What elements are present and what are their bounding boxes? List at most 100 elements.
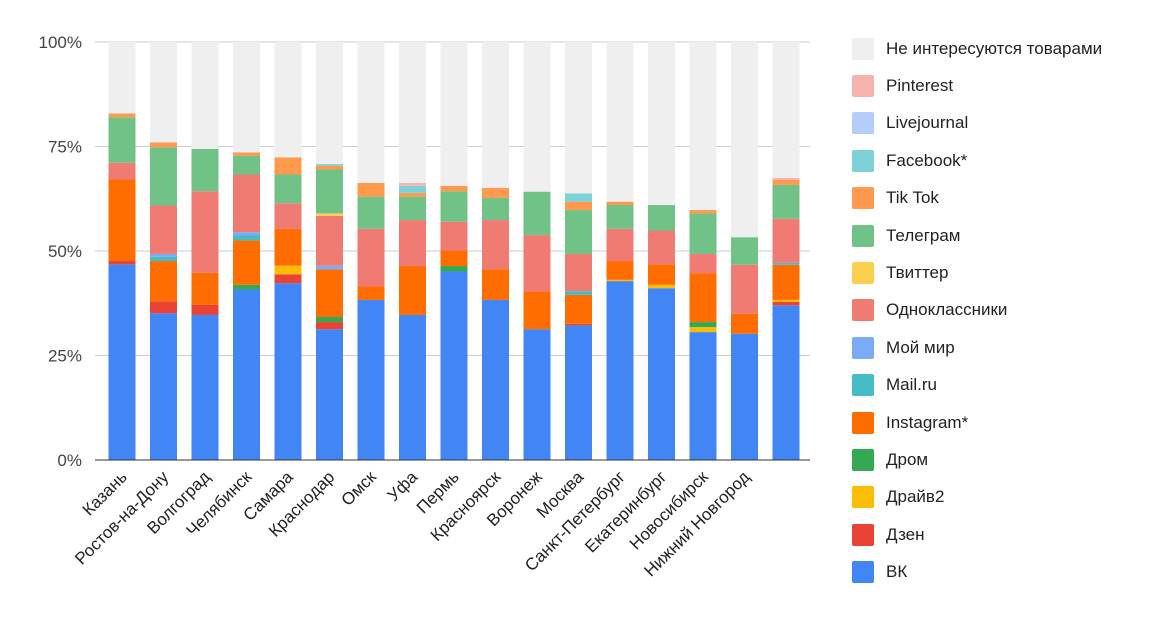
bar-segment (440, 42, 468, 186)
y-tick-label: 25% (48, 347, 82, 366)
legend-swatch (852, 336, 874, 359)
bar-segment (399, 266, 426, 315)
bar-segment (150, 147, 177, 206)
bar-segment (274, 157, 302, 175)
bar-segment (150, 205, 177, 254)
bar-segment (440, 191, 468, 222)
bar-segment (772, 264, 800, 300)
legend-item: Дром (852, 441, 1102, 478)
bar-segment (689, 253, 717, 274)
bar-segment (689, 273, 717, 323)
legend-item: Pinterest (852, 67, 1102, 104)
bar-segment (191, 314, 219, 460)
bar-segment (482, 220, 509, 270)
legend-swatch (852, 112, 874, 135)
bar-segment (233, 284, 260, 290)
bar-segment (108, 179, 136, 262)
legend-swatch (852, 523, 874, 546)
bar-segment (689, 322, 717, 328)
legend-label: Pinterest (886, 76, 954, 96)
legend-swatch (852, 37, 874, 60)
bar-segment (108, 261, 136, 265)
bar-segment (606, 261, 634, 280)
bar-segment (357, 228, 385, 287)
legend-item: Livejournal (852, 105, 1102, 142)
bar-segment (233, 235, 260, 241)
legend-swatch (852, 75, 874, 98)
bar-segment (399, 42, 426, 183)
bar-segment (565, 323, 592, 326)
bar-segment (233, 174, 260, 233)
legend: Не интересуются товарами Pinterest Livejou… (852, 30, 1102, 591)
legend-label: Дром (886, 449, 929, 469)
bar-segment (648, 288, 675, 460)
bar-segment (772, 184, 800, 219)
legend-label: Одноклассники (886, 300, 1008, 320)
bar-segment (731, 237, 758, 265)
legend-label: ВК (886, 562, 908, 582)
legend-item: Одноклассники (852, 292, 1102, 329)
legend-item: Instagram* (852, 404, 1102, 441)
bar-segment (648, 284, 675, 289)
bar-segment (150, 261, 177, 302)
bar-segment (357, 42, 385, 183)
bar-segment (233, 42, 260, 153)
bar-segment (150, 142, 177, 148)
bar-segment (399, 182, 426, 186)
bar-segment (648, 42, 675, 206)
bar-segment (689, 42, 717, 211)
bar-segment (482, 187, 509, 198)
bar-segment (316, 42, 343, 165)
bar-segment (108, 264, 136, 460)
bar-segment (191, 149, 219, 192)
legend-item: Твиттер (852, 254, 1102, 291)
legend-label: Facebook* (886, 150, 968, 170)
x-tick-label: Уфа (384, 467, 422, 505)
bar-segment (648, 264, 675, 285)
legend-label: Драйв2 (886, 487, 945, 507)
bar-segment (274, 42, 302, 158)
bar-segment (565, 193, 592, 202)
bar-segment (772, 42, 800, 178)
legend-item: Facebook* (852, 142, 1102, 179)
legend-label: Мой мир (886, 337, 955, 357)
legend-swatch (852, 299, 874, 322)
bar-segment (482, 269, 509, 300)
legend-swatch (852, 448, 874, 471)
bar-segment (523, 235, 551, 292)
bar-segment (689, 332, 717, 460)
bar-segment (565, 253, 592, 292)
legend-item: Мой мир (852, 329, 1102, 366)
bar-segment (316, 322, 343, 330)
legend-swatch (852, 486, 874, 509)
bar-segment (233, 289, 260, 460)
bar-segment (274, 283, 302, 460)
bar-segment (316, 215, 343, 266)
bar-segment (108, 113, 136, 118)
bar-segment (565, 201, 592, 211)
bar-segment (648, 205, 675, 231)
bar-segment (357, 299, 385, 460)
bar-segment (399, 220, 426, 267)
bar-segment (108, 42, 136, 114)
bar-segment (731, 333, 758, 460)
bar-segment (565, 210, 592, 254)
legend-item: Телеграм (852, 217, 1102, 254)
legend-item: ВК (852, 553, 1102, 590)
bar-segment (772, 262, 800, 265)
bar-segment (689, 213, 717, 254)
bar-segment (689, 210, 717, 214)
bar-segment (316, 164, 343, 166)
bar-segment (565, 325, 592, 460)
bar-segment (772, 299, 800, 302)
bar-segment (316, 329, 343, 460)
legend-swatch (852, 411, 874, 434)
y-tick-label: 50% (48, 242, 82, 261)
bar-segment (565, 294, 592, 324)
bar-segment (274, 228, 302, 266)
bar-segment (191, 42, 219, 150)
legend-swatch (852, 224, 874, 247)
bar-segment (399, 314, 426, 460)
bar-segment (274, 274, 302, 284)
